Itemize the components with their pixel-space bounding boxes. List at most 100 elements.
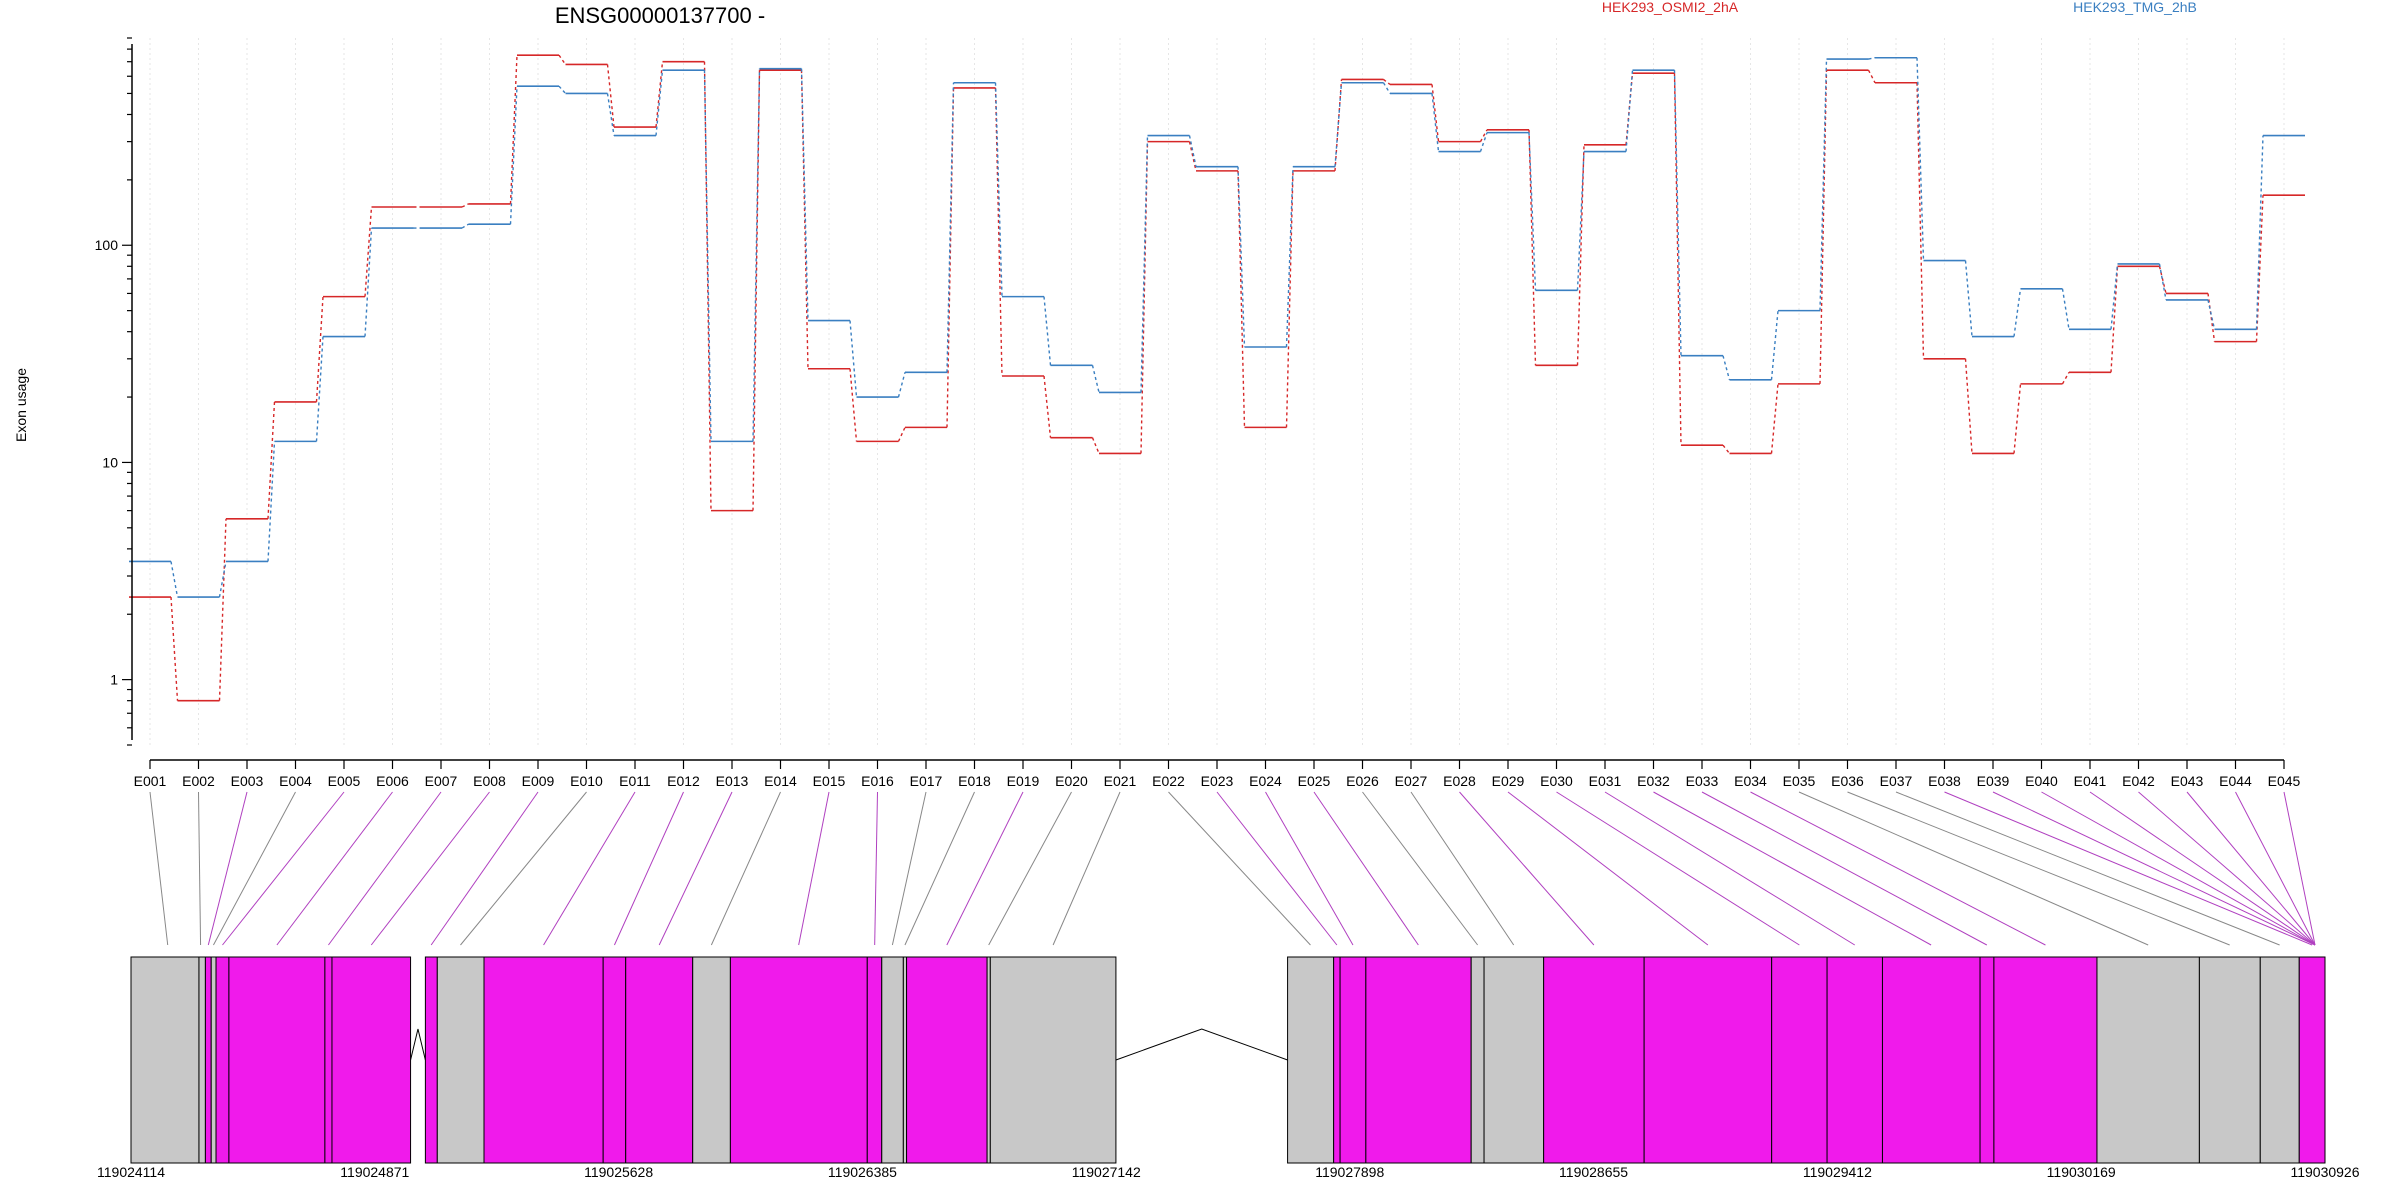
series-connector xyxy=(1722,444,1731,454)
series-connector xyxy=(1867,69,1876,84)
exon-connector xyxy=(1701,791,1988,946)
series-connector xyxy=(994,82,1003,297)
exon-bin-significant xyxy=(215,956,230,1164)
x-tick-label: E029 xyxy=(1492,773,1525,789)
x-tick-label: E007 xyxy=(425,773,458,789)
series-connector xyxy=(1722,355,1731,381)
exon-connector xyxy=(1216,791,1338,946)
x-tick-label: E026 xyxy=(1346,773,1379,789)
series-connector xyxy=(1431,84,1440,142)
genomic-tick-label: 119029412 xyxy=(1803,1164,1872,1180)
series-connector xyxy=(849,368,858,442)
exon-bin-significant xyxy=(1771,956,1828,1164)
x-tick-label: E041 xyxy=(2074,773,2107,789)
x-tick-label: E028 xyxy=(1443,773,1476,789)
exon-bin xyxy=(130,956,200,1164)
exon-connector xyxy=(658,791,733,946)
exon-bin-significant xyxy=(324,956,333,1164)
series-connector xyxy=(2013,288,2022,337)
series-connector xyxy=(1964,358,1973,454)
exon-connector xyxy=(207,791,248,946)
x-tick-label: E016 xyxy=(861,773,894,789)
genomic-tick-label: 119026385 xyxy=(828,1164,897,1180)
genomic-tick-label: 119027898 xyxy=(1315,1164,1384,1180)
genomic-tick-label: 119028655 xyxy=(1559,1164,1628,1180)
exon-bin xyxy=(692,956,731,1164)
exon-bin-significant xyxy=(602,956,627,1164)
series-connector xyxy=(800,68,809,321)
exon-connector xyxy=(2283,791,2316,946)
series-connector xyxy=(1237,166,1246,348)
x-tick-label: E023 xyxy=(1201,773,1234,789)
series-connector xyxy=(364,228,373,337)
exon-bin-significant xyxy=(1339,956,1367,1164)
series-connector xyxy=(1916,82,1925,359)
series-connector xyxy=(509,86,518,225)
exon-connector xyxy=(2186,791,2316,946)
exon-connector xyxy=(1459,791,1595,946)
exon-bin xyxy=(198,956,206,1164)
exon-bin xyxy=(2198,956,2261,1164)
series-connector xyxy=(703,70,712,442)
legend-entry-tmg: HEK293_TMG_2hB xyxy=(2073,0,2197,15)
exon-bin-significant xyxy=(1826,956,1883,1164)
series-connector xyxy=(1770,383,1779,454)
exon-connector xyxy=(988,791,1072,946)
exon-bin xyxy=(436,956,485,1164)
series-connector xyxy=(509,55,518,204)
exon-bin-significant xyxy=(1543,956,1645,1164)
exon-connector xyxy=(1507,791,1709,946)
intron-line xyxy=(410,1028,426,1061)
genomic-axis: 119024114 119024871 119025628 119026385 1190… xyxy=(97,1164,2360,1180)
x-tick-label: E014 xyxy=(764,773,797,789)
exon-bin xyxy=(210,956,217,1164)
series-connector xyxy=(2110,263,2119,330)
series-connector xyxy=(1188,135,1197,167)
genomic-tick-label: 119024871 xyxy=(340,1164,409,1180)
series-connector xyxy=(1140,135,1149,393)
exon-bin-significant xyxy=(1881,956,1981,1164)
series-connector xyxy=(1091,437,1100,454)
exon-connector xyxy=(1798,791,2149,946)
exon-connector xyxy=(1992,791,2316,946)
exon-connector xyxy=(2089,791,2316,946)
series-connector xyxy=(1091,365,1100,393)
exon-connector xyxy=(328,791,442,946)
x-tick-label: E037 xyxy=(1880,773,1913,789)
series-connector xyxy=(1528,132,1537,291)
series-tmg xyxy=(129,56,2305,598)
x-tick-label: E008 xyxy=(473,773,506,789)
exon-connector xyxy=(874,791,878,946)
exon-bin-significant xyxy=(204,956,212,1164)
exon-connector xyxy=(1265,791,1354,946)
x-tick-label: E012 xyxy=(667,773,700,789)
exon-bin-significant xyxy=(483,956,604,1164)
series-connector xyxy=(1770,310,1779,380)
chart-title: ENSG00000137700 - xyxy=(555,3,765,28)
exon-connector xyxy=(1052,791,1121,946)
series-connector xyxy=(218,561,227,598)
exon-connector xyxy=(213,791,296,946)
exon-bin-significant xyxy=(866,956,883,1164)
x-tick-label: E025 xyxy=(1298,773,1331,789)
series-connector xyxy=(655,70,664,136)
series-connector xyxy=(2207,293,2216,342)
exon-connectors xyxy=(149,791,2316,946)
x-tick-label: E033 xyxy=(1686,773,1719,789)
exon-connector xyxy=(1847,791,2230,946)
exon-bin-significant xyxy=(2298,956,2326,1164)
series-connector xyxy=(1576,144,1585,366)
exon-connector xyxy=(710,791,781,946)
series-connector xyxy=(1431,93,1440,152)
exon-bin-significant xyxy=(906,956,988,1164)
x-tick-label: E043 xyxy=(2171,773,2204,789)
exon-bin-significant xyxy=(729,956,868,1164)
exon-bin xyxy=(1470,956,1485,1164)
series-connector xyxy=(1673,70,1682,356)
series-connector xyxy=(1285,166,1294,348)
genomic-tick-label: 119025628 xyxy=(584,1164,653,1180)
series-connector xyxy=(218,518,227,701)
x-tick-label: E003 xyxy=(231,773,264,789)
series-connector xyxy=(170,561,179,598)
